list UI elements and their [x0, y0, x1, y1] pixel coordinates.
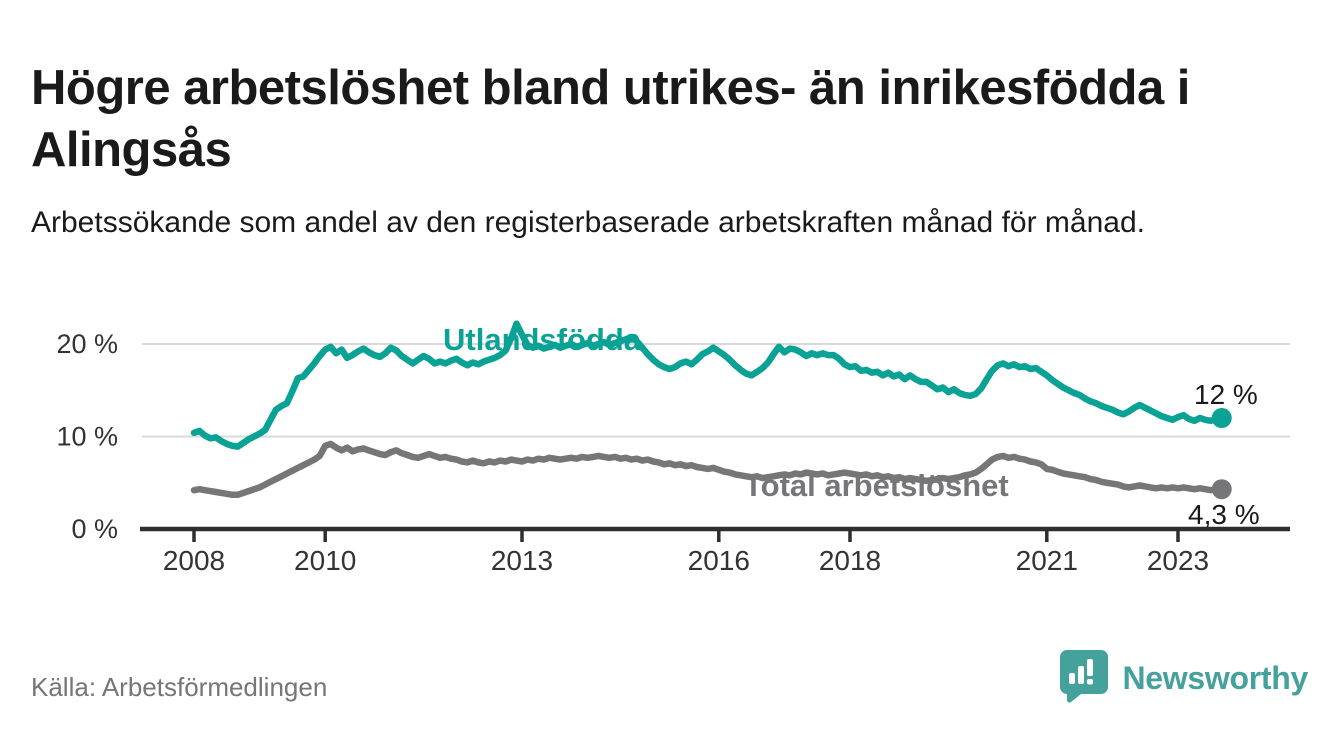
source-note: Källa: Arbetsförmedlingen [31, 672, 328, 702]
x-axis-tick-label: 2008 [163, 545, 225, 576]
x-axis-tick-label: 2023 [1147, 545, 1209, 576]
foreign-born-end-value-label: 12 % [1194, 379, 1258, 410]
bar-chart-speech-bubble-icon [1059, 649, 1109, 708]
page-subtitle: Arbetssökande som andel av den registerb… [31, 206, 1145, 239]
total-end-dot [1211, 479, 1232, 500]
x-axis-tick-label: 2010 [294, 545, 356, 576]
foreign-born-series-label: Utlandsfödda [443, 322, 642, 357]
y-axis-tick-label: 10 % [56, 422, 118, 452]
total-end-value-label: 4,3 % [1188, 499, 1260, 530]
brand-name: Newsworthy [1122, 659, 1309, 696]
x-axis-tick-label: 2021 [1016, 545, 1078, 576]
y-axis-tick-label: 20 % [56, 329, 118, 359]
brand-logo: Newsworthy [1059, 649, 1309, 708]
page-title: Högre arbetslöshet bland utrikes- än inr… [31, 60, 1190, 177]
line-chart: 0 % 10 % 20 % Utlandsfödda Total arbetslöshe… [56, 320, 1290, 576]
x-axis-tick-label: 2016 [688, 545, 750, 576]
total-unemployment-line [190, 440, 1225, 499]
foreign-born-line [190, 320, 1225, 450]
y-axis-tick-label: 0 % [71, 514, 118, 544]
foreign-born-end-dot [1211, 408, 1232, 428]
total-series-label: Total arbetslöshet [744, 468, 1009, 503]
x-axis-tick-label: 2013 [491, 545, 553, 576]
x-axis-tick-label: 2018 [819, 545, 881, 576]
